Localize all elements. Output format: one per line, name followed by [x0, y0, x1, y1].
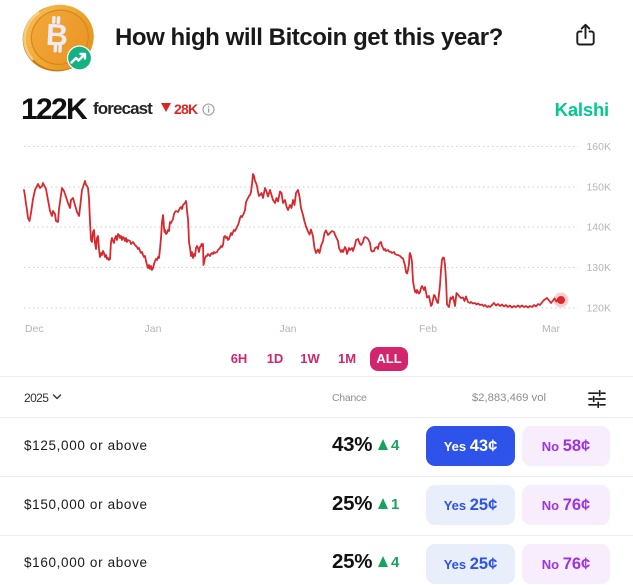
- svg-text:Mar: Mar: [542, 323, 561, 335]
- svg-text:Feb: Feb: [419, 323, 437, 335]
- svg-text:140K: 140K: [586, 222, 611, 234]
- svg-text:150K: 150K: [586, 182, 611, 194]
- svg-text:Jan: Jan: [145, 323, 162, 335]
- svg-text:120K: 120K: [586, 303, 611, 315]
- svg-text:160K: 160K: [586, 141, 611, 153]
- svg-text:130K: 130K: [586, 262, 611, 274]
- svg-text:B: B: [45, 18, 69, 53]
- svg-text:Jan: Jan: [280, 323, 297, 335]
- svg-text:Dec: Dec: [25, 323, 44, 335]
